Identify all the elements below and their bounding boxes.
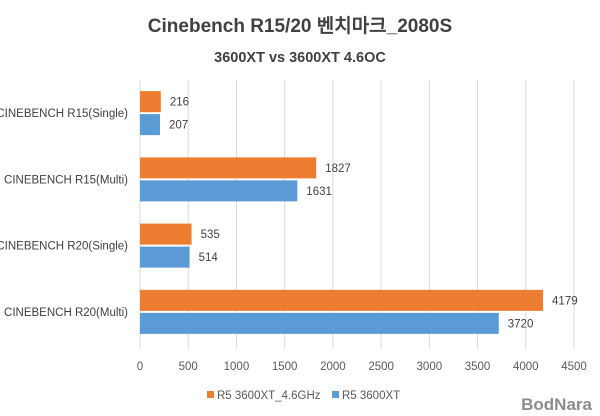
bar-stock xyxy=(140,180,298,202)
data-label: 216 xyxy=(170,97,189,109)
watermark-logo: BodNara xyxy=(521,395,592,414)
x-tick-label: 0 xyxy=(137,361,143,373)
bar-stock xyxy=(140,312,499,334)
bar-oc xyxy=(140,91,161,113)
legend-label: R5 3600XT_4.6GHz xyxy=(217,390,321,402)
x-tick-label: 1500 xyxy=(272,361,298,373)
x-tick-label: 500 xyxy=(179,361,198,373)
legend-swatch xyxy=(207,391,214,398)
category-label: CINEBENCH R15(Single) xyxy=(0,108,128,120)
data-label: 207 xyxy=(169,120,188,132)
x-axis-ticks: 0 500 1000 1500 2000 2500 3000 3500 4000 4500 xyxy=(137,361,587,373)
data-label: 535 xyxy=(201,229,220,241)
bar-oc xyxy=(140,223,192,245)
x-tick-label: 3000 xyxy=(417,361,443,373)
data-label: 514 xyxy=(199,252,219,264)
bar-stock xyxy=(140,114,160,136)
x-tick-label: 2000 xyxy=(320,361,346,373)
legend: R5 3600XT_4.6GHz R5 3600XT xyxy=(207,390,400,402)
bar-oc xyxy=(140,157,317,179)
data-label: 4179 xyxy=(552,295,578,307)
x-tick-label: 1000 xyxy=(224,361,250,373)
category-label: CINEBENCH R20(Multi) xyxy=(4,307,128,319)
bars: 216 207 1827 1631 535 514 4179 3720 xyxy=(140,91,578,334)
y-axis-categories: CINEBENCH R15(Single) CINEBENCH R15(Multi… xyxy=(0,108,128,319)
bar-oc xyxy=(140,289,544,311)
data-label: 1631 xyxy=(306,186,332,198)
x-tick-label: 4000 xyxy=(513,361,539,373)
legend-swatch xyxy=(332,391,339,398)
legend-label: R5 3600XT xyxy=(342,390,400,402)
x-tick-label: 4500 xyxy=(561,361,587,373)
bar-stock xyxy=(140,246,190,268)
x-tick-label: 2500 xyxy=(368,361,394,373)
data-label: 1827 xyxy=(325,163,351,175)
chart-title: Cinebench R15/20 벤치마크_2080S xyxy=(148,15,452,37)
x-tick-label: 3500 xyxy=(465,361,491,373)
data-label: 3720 xyxy=(508,318,534,330)
category-label: CINEBENCH R15(Multi) xyxy=(4,174,128,186)
chart-subtitle: 3600XT vs 3600XT 4.6OC xyxy=(214,50,386,66)
grid-lines xyxy=(139,80,575,349)
category-label: CINEBENCH R20(Single) xyxy=(0,241,128,253)
